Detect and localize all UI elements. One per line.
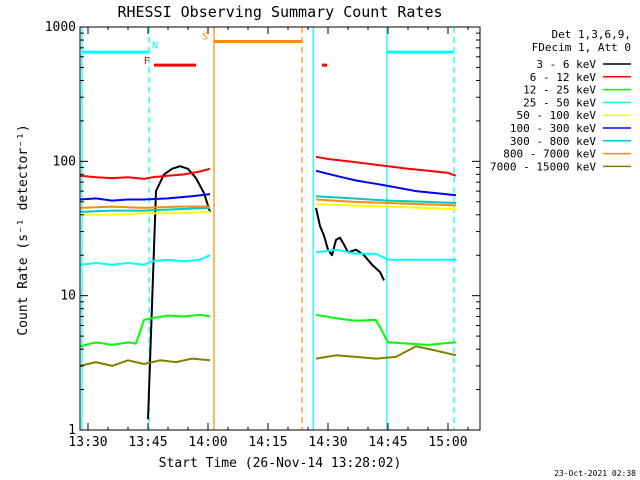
series-line-0 [147,165,385,420]
legend-header-1: FDecim 1, Att 0 [532,41,631,54]
series-line-3 [79,248,456,266]
legend-label-0: 3 - 6 keV [536,58,596,71]
y-tick-label-2: 100 [53,154,76,169]
flag-label-0: N [152,41,158,52]
series-line-2 [79,313,457,348]
series-line-6 [79,195,457,213]
y-tick-label-1: 10 [60,289,76,304]
series-line-8 [79,345,457,367]
series-line-5 [79,169,457,202]
legend-label-1: 6 - 12 keV [530,71,597,84]
x-tick-label-1: 13:45 [128,435,167,450]
y-axis-label: Count Rate (s⁻¹ detector⁻¹) [16,124,31,335]
x-tick-label-3: 14:15 [248,435,287,450]
legend-header-0: Det 1,3,6,9, [552,28,631,41]
x-tick-label-5: 14:45 [368,435,407,450]
x-tick-label-0: 13:30 [68,435,107,450]
series-line-4 [80,203,457,216]
series-line-7 [79,198,457,209]
x-tick-label-2: 14:00 [188,435,227,450]
plot-area: N S F 13:30 13:45 14:00 14:15 14:30 14:45 15:00 1 1… [45,20,481,450]
x-tick-label-4: 14:30 [308,435,347,450]
axes-frame [79,26,481,431]
legend-label-8: 7000 - 15000 keV [490,160,596,173]
legend-label-6: 300 - 800 keV [510,135,596,148]
y-tick-label-3: 1000 [45,20,76,35]
series-line-1 [79,155,457,180]
flag-label-1: S [202,31,208,42]
legend-label-7: 800 - 7000 keV [503,148,596,161]
x-tick-label-6: 15:00 [428,435,467,450]
x-axis-label: Start Time (26-Nov-14 13:28:02) [159,456,402,471]
legend-label-2: 12 - 25 keV [523,84,596,97]
chart-title: RHESSI Observing Summary Count Rates [117,3,442,21]
legend-label-5: 100 - 300 keV [510,122,596,135]
y-tick-label-0: 1 [68,423,76,438]
legend-label-3: 25 - 50 keV [523,96,596,109]
timestamp-label: 23-Oct-2021 02:38 [554,469,636,478]
legend-label-4: 50 - 100 keV [517,109,597,122]
flag-label-2: F [144,56,150,67]
